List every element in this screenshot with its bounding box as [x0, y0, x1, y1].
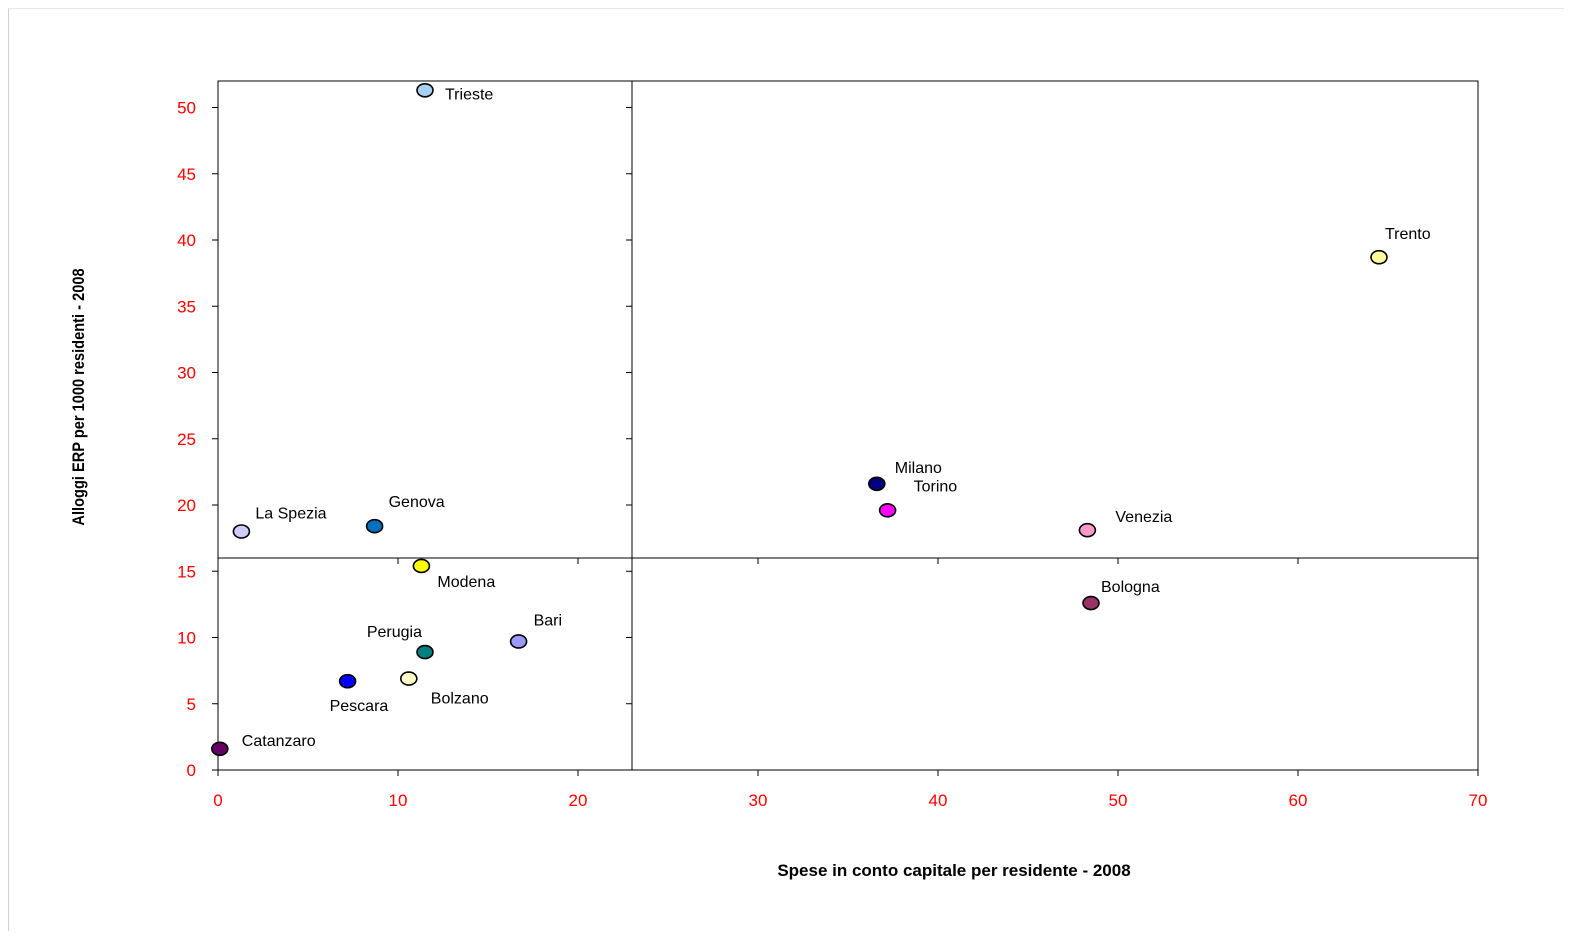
data-label: Trento: [1385, 226, 1431, 243]
quadrant-lines: [218, 81, 1478, 770]
data-label: Modena: [437, 574, 495, 591]
y-tick-label: 40: [177, 231, 196, 250]
data-point: [1370, 249, 1388, 265]
y-tick-label: 35: [177, 297, 196, 316]
chart-frame: [8, 8, 1564, 931]
data-point: [365, 518, 384, 534]
x-tick-label: 0: [213, 791, 222, 810]
data-label: Perugia: [367, 624, 422, 641]
data-point: [1078, 522, 1097, 538]
y-tick-label: 20: [177, 496, 196, 515]
data-label: Milano: [895, 460, 942, 477]
x-tick-label: 20: [569, 791, 588, 810]
x-tick-label: 50: [1109, 791, 1128, 810]
data-label: Trieste: [445, 86, 493, 103]
x-tick-label: 70: [1469, 791, 1488, 810]
data-point: [509, 634, 528, 649]
data-label: Bologna: [1101, 579, 1160, 596]
data-point: [412, 558, 431, 574]
data-point: [416, 82, 434, 98]
data-point: [211, 741, 229, 757]
y-tick-label: 30: [177, 364, 196, 383]
axes: [217, 80, 1479, 771]
data-label: Bari: [534, 612, 562, 629]
data-label: Genova: [389, 494, 445, 511]
y-tick-label: 0: [187, 761, 196, 780]
x-tick-label: 30: [749, 791, 768, 810]
y-tick-label: 25: [177, 430, 196, 449]
ticks: 0 5 10 15 20 25 30 35 40 45 50 0 10 20 30 40 50 60 70: [177, 99, 1487, 811]
plot-area-border: [217, 80, 1479, 771]
x-tick-label: 60: [1289, 791, 1308, 810]
data-label: Catanzaro: [242, 733, 316, 750]
y-tick-label: 5: [187, 695, 196, 714]
data-point: [878, 502, 897, 518]
y-tick-label: 45: [177, 165, 196, 184]
data-point: [399, 671, 418, 686]
y-axis-title: Alloggi ERP per 1000 residenti - 2008: [70, 268, 88, 525]
data-point: [416, 644, 434, 660]
data-point: [867, 476, 886, 492]
data-label: Torino: [914, 478, 958, 495]
data-point: [338, 673, 357, 689]
data-label: Venezia: [1115, 509, 1172, 526]
y-tick-label: 15: [177, 562, 196, 581]
data-point: [232, 524, 251, 539]
y-tick-label: 10: [177, 629, 196, 648]
data-label: La Spezia: [255, 506, 326, 523]
data-point: [1082, 595, 1100, 611]
x-tick-label: 40: [929, 791, 948, 810]
y-tick-label: 50: [177, 99, 196, 118]
data-label: Bolzano: [431, 691, 489, 708]
x-tick-label: 10: [389, 791, 408, 810]
data-label: Pescara: [330, 698, 389, 715]
data-points: [211, 82, 1388, 757]
x-axis-title: Spese in conto capitale per residente - …: [777, 861, 1130, 880]
